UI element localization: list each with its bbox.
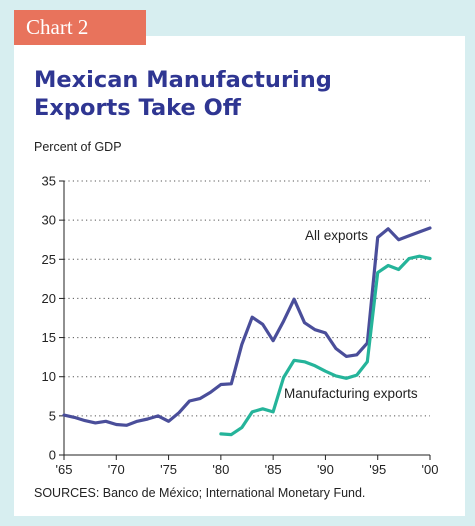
y-tick-label: 5 [49,408,56,423]
chart-title-line-1: Mexican Manufacturing [34,67,332,93]
y-tick-label: 0 [49,448,56,463]
x-tick-label: '75 [160,462,177,477]
annotation-manufacturing-exports: Manufacturing exports [284,386,418,401]
x-tick-label: '70 [108,462,125,477]
chart-title-line-2: Exports Take Off [34,95,241,121]
chart-number-tag: Chart 2 [14,10,146,45]
y-tick-label: 25 [42,252,56,267]
y-tick-label: 20 [42,291,56,306]
y-tick-label: 35 [42,174,56,189]
y-tick-label: 30 [42,213,56,228]
chart-panel [14,36,465,516]
x-tick-label: '90 [317,462,334,477]
y-tick-label: 10 [42,369,56,384]
x-tick-label: '00 [422,462,439,477]
x-tick-label: '95 [369,462,386,477]
source-note: SOURCES: Banco de México; International … [34,486,366,500]
series-line-all-exports [62,226,432,427]
series-line-manufacturing-exports [219,254,432,437]
y-axis-label: Percent of GDP [34,140,122,154]
chart-title: Mexican Manufacturing Exports Take Off [34,66,434,122]
annotation-all-exports: All exports [305,228,368,243]
x-tick-label: '80 [212,462,229,477]
y-tick-label: 15 [42,330,56,345]
x-tick-label: '85 [265,462,282,477]
x-tick-label: '65 [56,462,73,477]
